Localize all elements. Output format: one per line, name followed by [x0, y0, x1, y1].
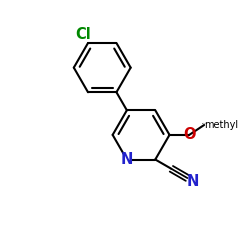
- Text: methyl: methyl: [202, 123, 206, 124]
- Text: Cl: Cl: [75, 27, 91, 42]
- Text: N: N: [121, 152, 133, 167]
- Text: N: N: [186, 174, 199, 189]
- Text: methyl: methyl: [204, 120, 238, 130]
- Text: O: O: [183, 128, 196, 142]
